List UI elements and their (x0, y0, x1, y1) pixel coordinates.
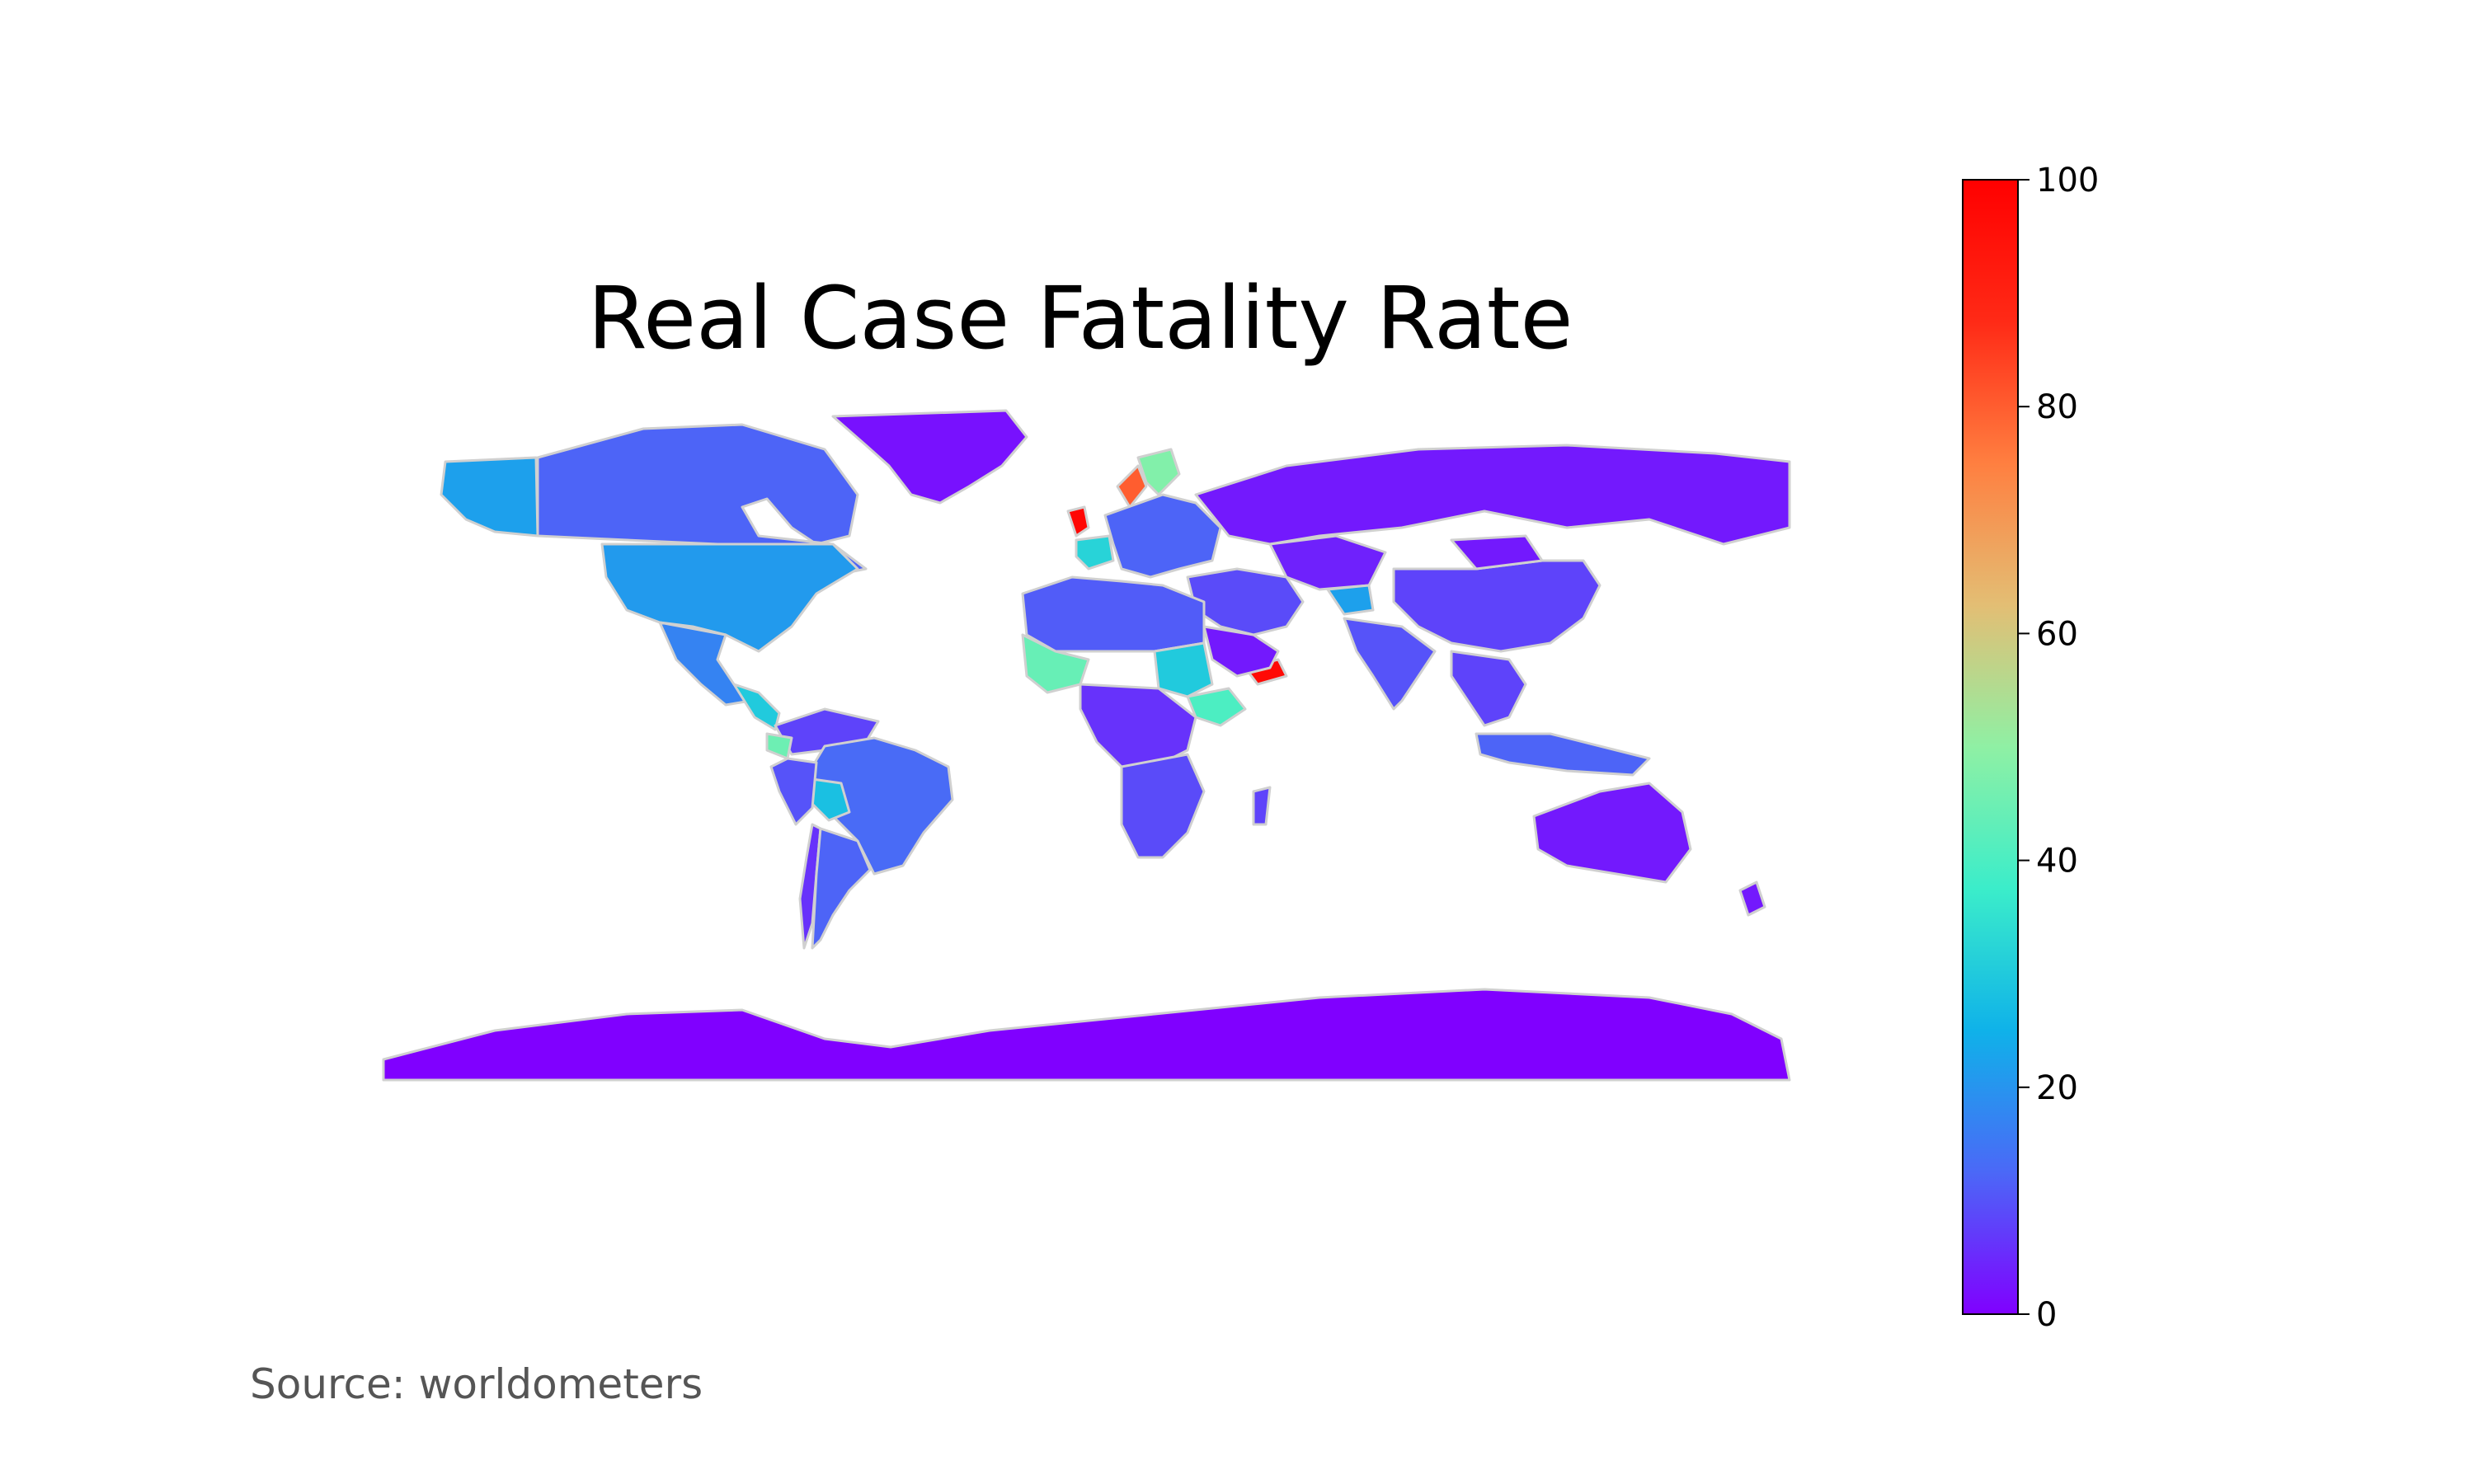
colorbar-tick-label: 100 (2036, 162, 2099, 200)
region-alaska (440, 456, 539, 538)
chart-title: Real Case Fatality Rate (587, 268, 1573, 369)
source-note: Source: worldometers (250, 1360, 703, 1408)
colorbar-tick-label: 60 (2036, 615, 2078, 653)
region-antarctica (382, 988, 1791, 1082)
region-southern-africa (1120, 753, 1206, 859)
region-central-america (732, 683, 781, 731)
region-afghanistan (1326, 584, 1375, 616)
region-norway (1116, 464, 1148, 509)
colorbar-tick-label: 20 (2036, 1069, 2078, 1107)
region-madagascar (1252, 786, 1272, 826)
colorbar-gradient (1962, 179, 2019, 1315)
region-argentina (811, 827, 872, 950)
colorbar-tick-label: 40 (2036, 843, 2078, 881)
region-india (1343, 617, 1437, 711)
region-new-zealand (1738, 881, 1766, 917)
region-greenland (831, 409, 1028, 505)
region-ethiopia (1186, 687, 1247, 727)
region-indonesia (1475, 732, 1651, 777)
region-mongolia (1450, 534, 1544, 571)
region-united-states (600, 542, 859, 653)
colorbar-tick-label: 80 (2036, 388, 2078, 426)
colorbar-ticks: 0 20 40 60 80 100 (2018, 162, 2099, 1334)
region-europe (1103, 493, 1222, 579)
region-sudan (1153, 641, 1214, 698)
region-southeast-asia (1450, 650, 1527, 727)
region-united-kingdom (1066, 505, 1090, 538)
region-australia (1532, 782, 1692, 884)
region-france (1075, 534, 1115, 571)
colorbar-tick-label: 0 (2036, 1296, 2057, 1334)
region-peru (769, 757, 818, 826)
region-sweden (1136, 448, 1181, 496)
